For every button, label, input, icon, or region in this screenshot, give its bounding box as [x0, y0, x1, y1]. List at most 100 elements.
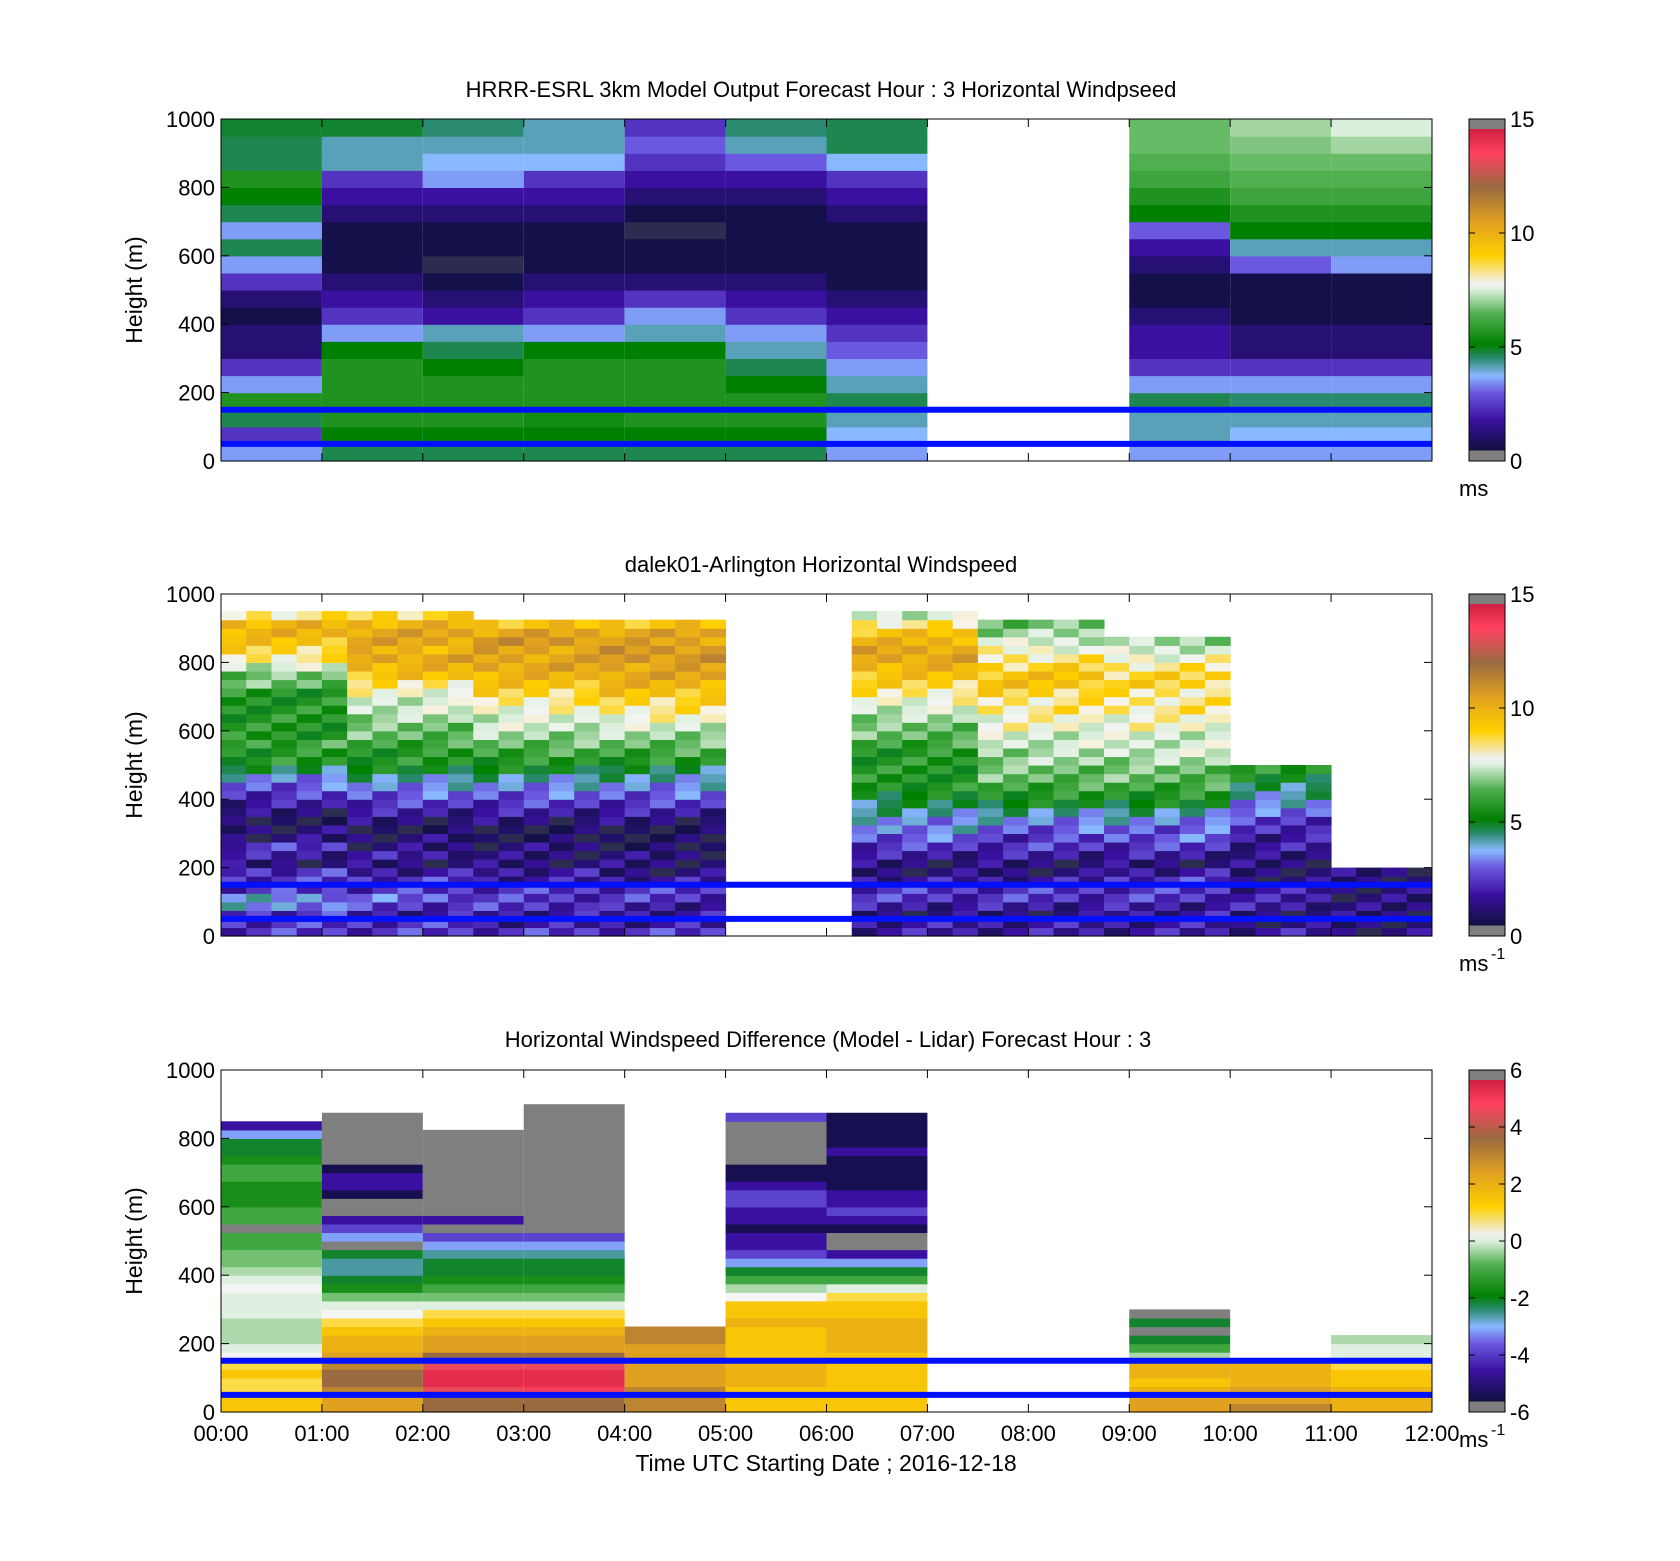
data-cell	[473, 790, 500, 800]
data-cell	[1331, 307, 1432, 325]
data-cell	[725, 1189, 827, 1199]
data-cell	[221, 1352, 322, 1362]
data-cell	[372, 670, 399, 681]
data-cell	[523, 1129, 625, 1139]
data-cell	[221, 1215, 322, 1225]
data-cell	[321, 1335, 423, 1345]
data-cell	[624, 136, 726, 154]
data-cell	[700, 730, 727, 740]
data-cell	[725, 1121, 827, 1131]
data-cell	[321, 799, 348, 809]
data-cell	[422, 1377, 524, 1387]
data-cell	[1078, 730, 1105, 740]
data-cell	[826, 1241, 928, 1251]
data-cell	[826, 1343, 928, 1353]
data-cell	[1204, 747, 1231, 758]
data-cell	[675, 756, 701, 766]
data-cell	[624, 739, 651, 749]
data-cell	[1003, 705, 1029, 715]
data-cell	[977, 833, 1004, 843]
data-cell	[321, 662, 348, 672]
data-cell	[851, 713, 878, 723]
data-cell	[649, 679, 676, 689]
data-cell	[1129, 1309, 1231, 1319]
data-cell	[321, 1172, 423, 1182]
data-cell	[422, 1249, 524, 1259]
data-cell	[523, 833, 550, 843]
data-cell	[422, 358, 524, 377]
data-cell	[271, 653, 298, 663]
data-cell	[624, 1326, 726, 1336]
data-cell	[725, 409, 827, 428]
data-cell	[675, 833, 701, 843]
data-cell	[599, 807, 626, 817]
data-cell	[321, 927, 348, 937]
data-cell	[1104, 893, 1130, 903]
data-cell	[221, 833, 247, 843]
data-cell	[1129, 799, 1155, 809]
data-cell	[1204, 756, 1231, 766]
data-cell	[574, 679, 600, 689]
data-cell	[271, 722, 298, 732]
data-cell	[1381, 876, 1408, 886]
data-cell	[221, 653, 247, 663]
data-cell	[1280, 884, 1307, 894]
data-cell	[1003, 756, 1029, 766]
data-cell	[523, 713, 550, 723]
data-cell	[422, 1317, 524, 1328]
data-cell	[599, 782, 626, 792]
data-cell	[1078, 901, 1105, 911]
data-cell	[826, 1198, 928, 1208]
panel-lidar-ylabel: Height (m)	[121, 711, 147, 818]
data-cell	[221, 918, 247, 929]
data-cell	[700, 645, 727, 655]
data-cell	[523, 358, 625, 377]
data-cell	[1104, 653, 1130, 663]
data-cell	[498, 747, 525, 758]
data-cell	[1230, 884, 1256, 894]
data-cell	[347, 628, 373, 638]
data-cell	[725, 1369, 827, 1379]
data-cell	[1028, 756, 1055, 766]
data-cell	[372, 765, 399, 775]
data-cell	[397, 782, 424, 792]
data-cell	[1154, 799, 1181, 809]
data-cell	[977, 799, 1004, 809]
data-cell	[1003, 662, 1029, 672]
data-cell	[422, 307, 524, 325]
data-cell	[1053, 636, 1080, 646]
data-cell	[1028, 670, 1055, 681]
data-cell	[448, 756, 474, 766]
data-cell	[1179, 679, 1206, 689]
data-cell	[271, 841, 298, 852]
data-cell	[548, 910, 575, 920]
data-cell	[321, 1138, 423, 1148]
data-cell	[221, 901, 247, 911]
data-cell	[599, 773, 626, 783]
data-cell	[548, 645, 575, 655]
data-cell	[221, 773, 247, 783]
data-cell	[347, 730, 373, 740]
data-cell	[523, 1394, 625, 1405]
data-cell	[1179, 824, 1206, 834]
data-cell	[548, 696, 575, 706]
data-cell	[649, 645, 676, 655]
data-cell	[1305, 867, 1332, 877]
data-cell	[296, 893, 323, 903]
data-cell	[1104, 713, 1130, 723]
data-cell	[523, 1369, 625, 1379]
data-cell	[1078, 833, 1105, 843]
data-cell	[422, 1155, 524, 1165]
data-cell	[523, 662, 550, 672]
data-cell	[221, 662, 247, 672]
data-cell	[1078, 876, 1105, 886]
data-cell	[675, 765, 701, 775]
data-cell	[372, 807, 399, 817]
colorbar-tick-label: -2	[1510, 1286, 1530, 1311]
data-cell	[725, 170, 827, 188]
data-cell	[347, 782, 373, 792]
data-cell	[1053, 867, 1080, 877]
data-cell	[624, 1369, 726, 1379]
data-cell	[851, 747, 878, 758]
data-cell	[422, 816, 449, 826]
